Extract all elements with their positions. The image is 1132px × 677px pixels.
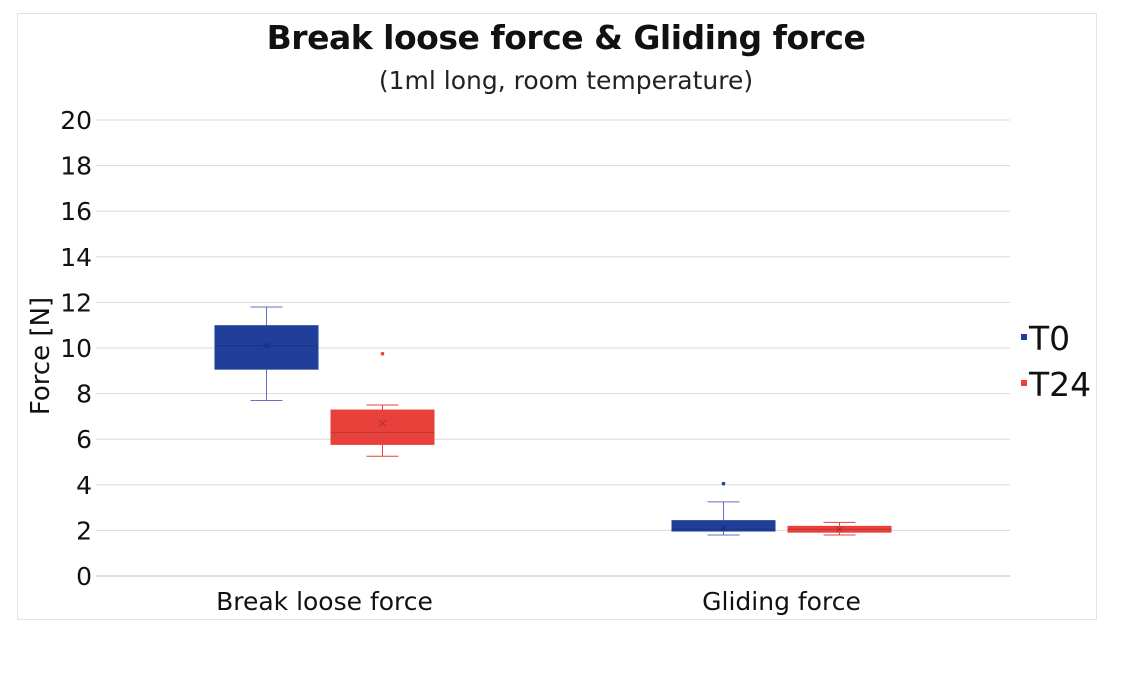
chart-frame [17,13,1097,620]
boxes [214,306,892,536]
gridlines [96,119,1010,577]
chart-title: Break loose force & Gliding force [266,18,866,57]
y-tick-label: 8 [76,380,92,409]
box-T24-1 [787,521,892,536]
box-T0-1 [671,481,776,536]
legend-label-T0: T0 [1028,319,1070,358]
box-body [787,525,892,533]
outlier-point [721,481,726,486]
box-body [214,325,319,370]
y-tick-label: 6 [76,425,92,454]
chart-subtitle: (1ml long, room temperature) [378,66,754,95]
x-axis-categories: Break loose force Gliding force [216,587,861,616]
legend-swatch-T0 [1021,334,1027,340]
mean-marker [263,342,270,350]
y-tick-label: 18 [60,152,92,181]
y-tick-label: 10 [60,334,92,363]
y-tick-label: 12 [60,288,92,317]
y-tick-label: 0 [76,562,92,591]
box-body [671,520,776,532]
box-body [330,409,435,445]
outlier-point [380,351,385,356]
x-category-label: Gliding force [702,587,861,616]
y-tick-label: 4 [76,471,92,500]
y-tick-label: 20 [60,106,92,135]
legend-swatch-T24 [1021,380,1027,386]
y-axis-ticks: 0 2 4 6 8 10 12 14 16 18 20 [60,106,92,591]
mean-marker [720,524,727,532]
mean-marker [836,525,843,533]
legend-label-T24: T24 [1028,365,1091,404]
y-axis-label: Force [N] [26,297,56,415]
x-category-label: Break loose force [216,587,433,616]
y-tick-label: 2 [76,516,92,545]
box-T0-0 [214,306,319,401]
mean-marker [379,419,386,427]
y-tick-label: 16 [60,197,92,226]
box-T24-0 [330,351,435,457]
y-tick-label: 14 [60,243,92,272]
